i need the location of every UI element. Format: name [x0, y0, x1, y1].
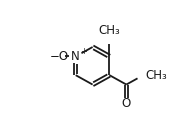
Text: +: +	[80, 47, 87, 56]
Text: CH₃: CH₃	[145, 69, 167, 82]
Text: O: O	[122, 97, 131, 110]
Text: −O: −O	[49, 50, 68, 63]
Text: CH₃: CH₃	[99, 24, 120, 37]
Text: N: N	[71, 50, 80, 63]
